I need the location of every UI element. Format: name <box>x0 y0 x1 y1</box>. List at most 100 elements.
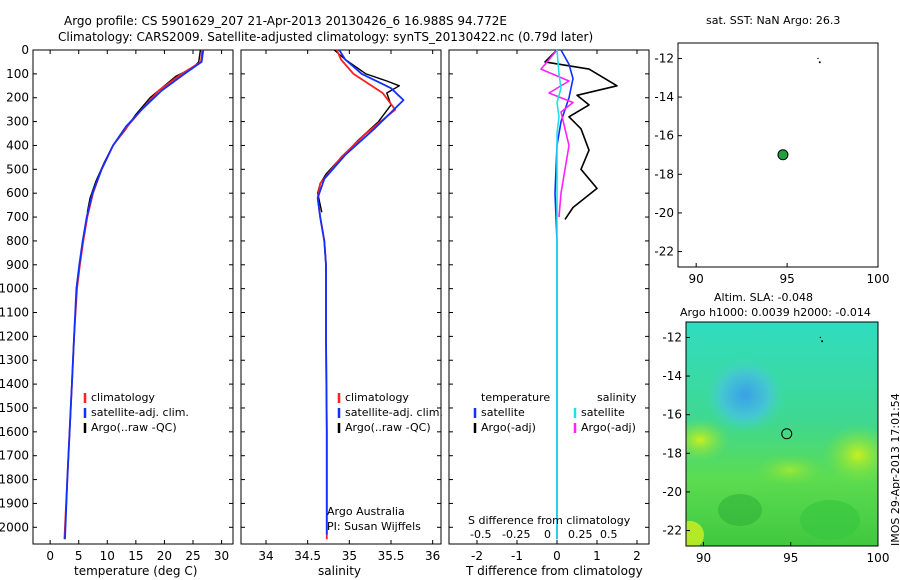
sst-map-xtick-label: 95 <box>779 272 794 286</box>
temp-xtick-label: 20 <box>157 549 172 563</box>
sal-xtick-label: 35 <box>342 549 357 563</box>
temp-series-sat <box>64 49 205 540</box>
diff-xtick-label: 1 <box>593 549 601 563</box>
temp-xlabel: temperature (deg C) <box>74 564 198 578</box>
sal-panel-frame <box>240 49 442 545</box>
depth-tick-label: 800 <box>6 234 29 248</box>
sla-map-title-2: Argo h1000: 0.0039 h2000: -0.014 <box>680 306 871 319</box>
depth-tick-label: 900 <box>6 258 29 272</box>
temp-panel-frame <box>32 49 234 545</box>
depth-tick-label: 1900 <box>0 496 29 510</box>
sst-map-xtick-label: 90 <box>689 272 704 286</box>
sla-map-ytick-label: -22 <box>662 524 682 538</box>
sal-xtick-label: 36 <box>425 549 440 563</box>
diff-s-tick-5: 0.5 <box>600 528 618 541</box>
sst-map-ytick-label: -12 <box>654 51 674 65</box>
diff-xlabel: T difference from climatology <box>466 564 643 578</box>
temp-legend-2: satellite-adj. clim. <box>91 406 189 419</box>
sal-legend-3: Argo(..raw -QC) <box>345 421 431 434</box>
depth-tick-label: 600 <box>6 186 29 200</box>
sst-map-track-dot <box>817 57 819 60</box>
diff-s-tick-3: 0 <box>544 528 551 541</box>
diff-legend-s-2: Argo(-adj) <box>581 421 636 434</box>
imos-stamp: IMOS 29-Apr-2013 17:01:54 <box>889 393 900 546</box>
sla-map-title-1: Altim. SLA: -0.048 <box>714 291 814 304</box>
sst-map-ytick-label: -18 <box>654 167 674 181</box>
sal-xtick-label: 34 <box>258 549 273 563</box>
sst-map-title: sat. SST: NaN Argo: 26.3 <box>706 14 841 27</box>
sla-map-track-dot <box>819 336 822 339</box>
sst-map-xtick-label: 100 <box>867 272 890 286</box>
depth-tick-label: 1200 <box>0 329 29 343</box>
sal-credit-2: PI: Susan Wijffels <box>327 520 421 533</box>
sla-map-ytick-label: -16 <box>662 408 682 422</box>
sal-xlabel: salinity <box>318 564 362 578</box>
depth-tick-label: 1400 <box>0 377 29 391</box>
diff-legend-t-2: Argo(-adj) <box>481 421 536 434</box>
sla-map-ytick-label: -14 <box>662 369 682 383</box>
sla-map-field <box>686 322 878 546</box>
diff-s-tick-4: 0.25 <box>568 528 593 541</box>
sst-map-ytick-label: -22 <box>654 245 674 259</box>
sst-map-ytick-label: -20 <box>654 206 674 220</box>
diff-xtick-label: -1 <box>511 549 523 563</box>
temp-xtick-label: 0 <box>46 549 54 563</box>
depth-tick-label: 500 <box>6 162 29 176</box>
sla-map-xtick-label: 90 <box>696 551 711 565</box>
header-line-2: Climatology: CARS2009. Satellite-adjuste… <box>58 30 594 44</box>
sal-legend-1: climatology <box>345 391 409 404</box>
depth-tick-label: 200 <box>6 91 29 105</box>
diff-s-tick-2: -0.25 <box>502 528 531 541</box>
temp-xtick-label: 30 <box>214 549 229 563</box>
temp-xtick-label: 25 <box>185 549 200 563</box>
temp-legend-3: Argo(..raw -QC) <box>91 421 177 434</box>
depth-tick-label: 1600 <box>0 425 29 439</box>
depth-tick-label: 100 <box>6 67 29 81</box>
diff-xtick-label: -2 <box>471 549 483 563</box>
sla-map-argo-position <box>781 428 793 440</box>
sst-map-ytick-label: -14 <box>654 90 674 104</box>
sla-map-track-dot <box>821 340 824 343</box>
sal-credit-1: Argo Australia <box>327 505 405 518</box>
depth-tick-label: 700 <box>6 210 29 224</box>
sst-map-argo-position <box>777 149 789 161</box>
diff-legend-t-title: temperature <box>481 391 551 404</box>
temp-xtick-label: 5 <box>75 549 83 563</box>
sla-map-xtick-label: 95 <box>783 551 798 565</box>
diff-panel-frame <box>448 49 650 545</box>
sst-map-ytick-label: -16 <box>654 129 674 143</box>
sal-xtick-label: 34.5 <box>294 549 321 563</box>
diff-xtick-label: 2 <box>633 549 641 563</box>
temp-xtick-label: 10 <box>100 549 115 563</box>
sla-map-ytick-label: -20 <box>662 485 682 499</box>
sal-xtick-label: 35.5 <box>378 549 405 563</box>
diff-legend-s-1: satellite <box>581 406 625 419</box>
sla-map-ytick-label: -12 <box>662 330 682 344</box>
depth-tick-label: 400 <box>6 138 29 152</box>
sal-series-sat <box>316 49 405 535</box>
depth-tick-label: 300 <box>6 115 29 129</box>
diff-s-tick-1: -0.5 <box>470 528 492 541</box>
depth-tick-label: 1300 <box>0 353 29 367</box>
sla-map-xtick-label: 100 <box>867 551 890 565</box>
header-line-1: Argo profile: CS 5901629_207 21-Apr-2013… <box>64 14 507 28</box>
sst-map-track-dot <box>818 61 821 64</box>
depth-tick-label: 1500 <box>0 401 29 415</box>
diff-series-s-sat <box>556 49 562 540</box>
temp-xtick-label: 15 <box>128 549 143 563</box>
sal-legend-2: satellite-adj. clim. <box>345 406 443 419</box>
depth-tick-label: 2000 <box>0 520 29 534</box>
depth-tick-label: 0 <box>21 43 29 57</box>
diff-series-t-argo <box>544 49 618 220</box>
diff-legend-t-1: satellite <box>481 406 525 419</box>
sla-map-frame <box>685 321 879 547</box>
diff-legend-s-title: salinity <box>597 391 637 404</box>
diff-xtick-label: 0 <box>553 549 561 563</box>
diff-s-title: S difference from climatology <box>468 514 631 527</box>
depth-tick-label: 1100 <box>0 306 29 320</box>
depth-tick-label: 1700 <box>0 449 29 463</box>
depth-tick-label: 1000 <box>0 282 29 296</box>
depth-tick-label: 1800 <box>0 473 29 487</box>
temp-legend-1: climatology <box>91 391 155 404</box>
